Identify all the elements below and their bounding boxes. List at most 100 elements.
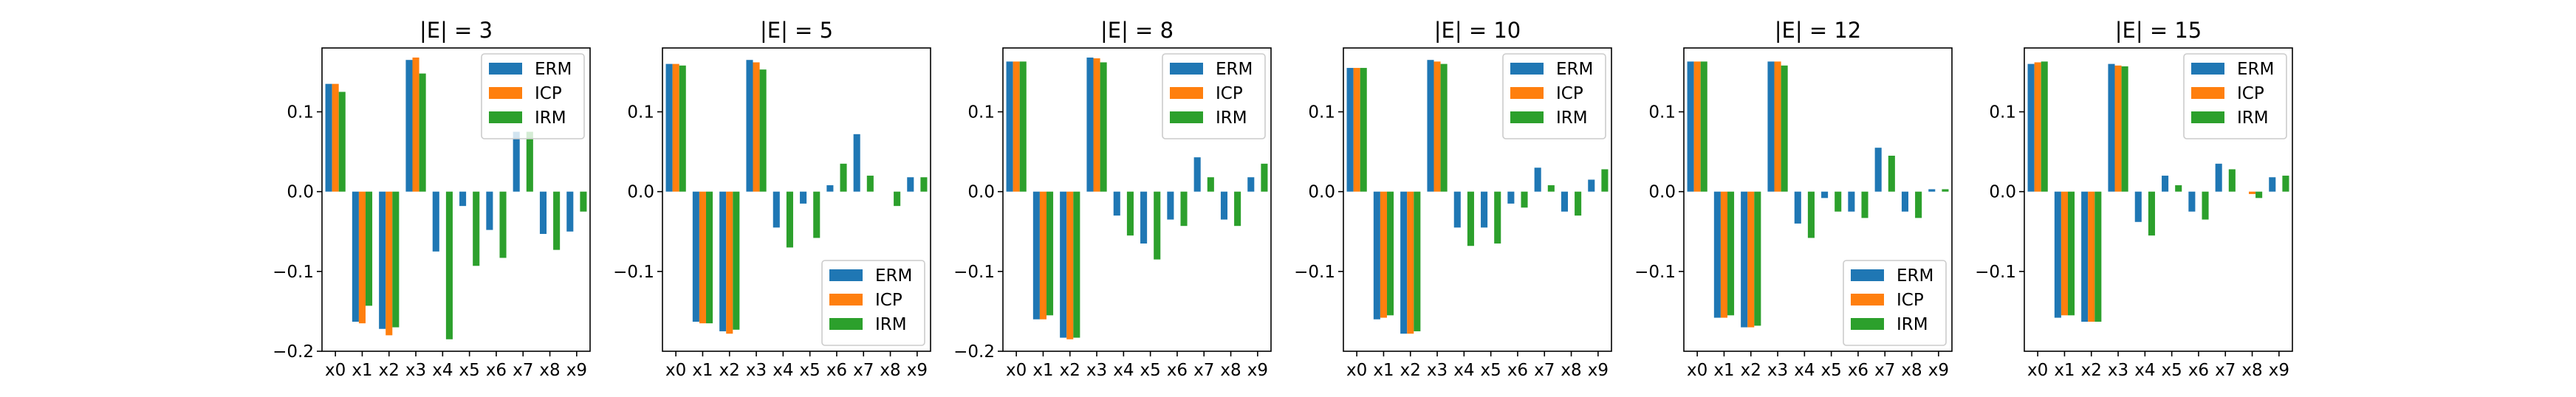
x-tick-label: x9 [907, 361, 928, 380]
bar-irm-x8 [894, 191, 901, 207]
y-tick-label: 0.0 [967, 183, 995, 202]
bar-erm-x5 [1821, 191, 1829, 198]
bar-erm-x9 [907, 177, 914, 192]
bar-irm-x9 [1601, 169, 1609, 192]
x-tick-label: x2 [379, 361, 400, 380]
bar-icp-x0 [2034, 62, 2041, 192]
axes-frame [2024, 47, 2293, 352]
bar-irm-x0 [679, 65, 686, 192]
bar-irm-x5 [1494, 191, 1501, 244]
x-tick-label: x9 [1247, 361, 1268, 380]
bar-irm-x9 [1261, 163, 1268, 192]
bar-erm-x3 [405, 60, 413, 192]
bar-erm-x2 [2081, 191, 2089, 322]
x-tick-label: x2 [2081, 361, 2102, 380]
bar-erm-x8 [1901, 191, 1909, 212]
x-tick-label: x4 [1113, 361, 1134, 380]
x-tick-label: x2 [1400, 361, 1421, 380]
bar-irm-x0 [1360, 68, 1367, 192]
y-tick-label: 0.0 [1989, 183, 2016, 202]
bar-erm-x0 [1006, 61, 1013, 192]
bar-erm-x2 [719, 191, 727, 331]
legend-swatch-irm [1510, 111, 1544, 123]
bar-erm-x5 [459, 191, 467, 207]
chart-panel-3: |E| = 8 −0.2 −0.1 0.0 0.1 x0 x1 x2 x3 x4 x5 x6 x7 x8 x… [953, 18, 1272, 380]
legend-swatch-erm [1170, 63, 1203, 75]
chart-panel-4: |E| = 10 −0.1 0.0 0.1 x0 x1 x2 x3 x4 x5 x6 x7 x8 x9 ER… [1294, 18, 1612, 380]
bar-erm-x4 [773, 191, 780, 228]
x-tick-label: x1 [1713, 361, 1734, 380]
bar-erm-x8 [1561, 191, 1569, 212]
chart-title: |E| = 8 [1100, 18, 1174, 43]
bar-icp-x3 [753, 62, 760, 192]
bar-irm-x9 [580, 191, 587, 212]
x-tick-label: x9 [1928, 361, 1949, 380]
chart-title: |E| = 15 [2115, 18, 2202, 43]
bar-icp-x2 [1066, 191, 1074, 339]
bar-irm-x4 [1126, 191, 1134, 236]
bar-erm-x8 [539, 191, 547, 234]
bar-erm-x6 [1167, 191, 1174, 220]
legend-label-irm: IRM [2237, 108, 2269, 128]
y-tick-label: 0.1 [287, 103, 314, 122]
legend-label-erm: ERM [1897, 266, 1933, 286]
bar-irm-x4 [786, 191, 793, 248]
bar-irm-x5 [1835, 191, 1842, 212]
bar-erm-x2 [379, 191, 386, 329]
bar-erm-x1 [352, 191, 359, 322]
bar-irm-x1 [1727, 191, 1735, 316]
x-tick-label: x5 [459, 361, 480, 380]
bar-irm-x6 [1861, 191, 1868, 218]
bar-erm-x7 [1193, 157, 1201, 192]
bar-icp-x1 [358, 191, 366, 324]
x-tick-label: x4 [2134, 361, 2155, 380]
x-tick-label: x8 [1220, 361, 1241, 380]
axes-frame [1683, 47, 1953, 352]
x-tick-label: x0 [1687, 361, 1707, 380]
legend: ERM ICP IRM [821, 260, 925, 346]
legend-swatch-icp [1510, 87, 1544, 99]
legend-swatch-icp [829, 294, 863, 305]
x-tick-label: x7 [1534, 361, 1555, 380]
legend-swatch-icp [2191, 87, 2224, 99]
bar-erm-x3 [2108, 63, 2115, 192]
bar-irm-x1 [1046, 191, 1054, 316]
legend-swatch-erm [2191, 63, 2224, 75]
x-tick-label: x6 [1848, 361, 1868, 380]
bar-irm-x8 [1915, 191, 1922, 218]
legend-label-erm: ERM [2237, 60, 2274, 79]
bar-erm-x6 [486, 191, 493, 230]
y-tick-label: −0.1 [953, 263, 995, 282]
bar-irm-x1 [1386, 191, 1394, 316]
bar-icp-x1 [1720, 191, 1727, 318]
bar-irm-x1 [365, 191, 373, 306]
legend: ERM ICP IRM [1843, 260, 1947, 346]
legend-swatch-icp [1851, 294, 1884, 305]
x-tick-label: x4 [432, 361, 453, 380]
legend-label-erm: ERM [535, 60, 572, 79]
bar-irm-x6 [2202, 191, 2209, 220]
chart-panel-1: |E| = 3 −0.2 −0.1 0.0 0.1 x0 x1 x2 x3 x4 x5 x6 x7 x8 x… [273, 18, 591, 380]
x-tick-label: x0 [2027, 361, 2048, 380]
legend-label-icp: ICP [1216, 84, 1243, 103]
bar-irm-x7 [866, 176, 874, 192]
x-tick-label: x3 [1767, 361, 1788, 380]
bar-erm-x6 [2188, 191, 2196, 212]
bar-icp-x2 [386, 191, 393, 336]
bar-erm-x0 [2027, 63, 2035, 192]
legend: ERM ICP IRM [481, 53, 585, 139]
bar-irm-x3 [1100, 62, 1107, 192]
bar-erm-x7 [1874, 148, 1882, 192]
x-tick-label: x7 [513, 361, 533, 380]
bar-irm-x8 [2255, 191, 2263, 198]
chart-title: |E| = 5 [760, 18, 833, 43]
legend-label-erm: ERM [1216, 60, 1253, 79]
x-tick-label: x6 [2188, 361, 2209, 380]
x-tick-label: x6 [486, 361, 507, 380]
x-tick-label: x3 [746, 361, 767, 380]
bar-irm-x8 [1234, 191, 1241, 227]
bar-icp-x0 [332, 83, 339, 192]
y-tick-label: 0.1 [1308, 103, 1335, 122]
bar-irm-x6 [1180, 191, 1188, 227]
bar-erm-x9 [566, 191, 574, 232]
